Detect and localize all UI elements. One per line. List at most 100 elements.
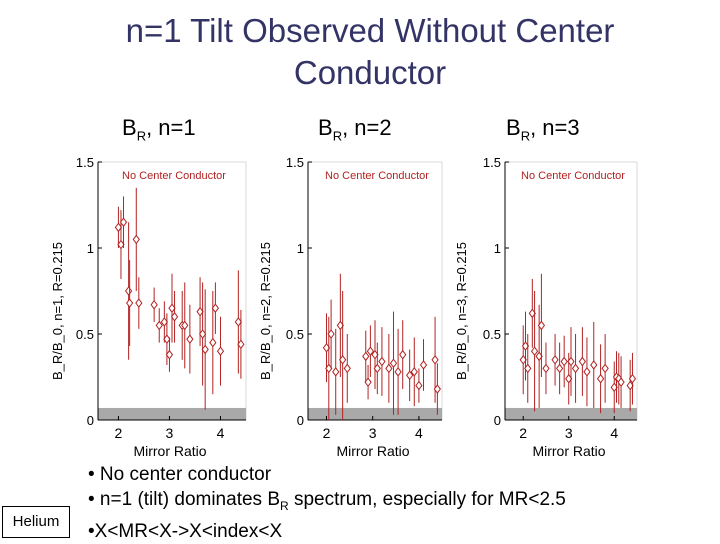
data-point-marker (530, 346, 539, 357)
data-point-marker (524, 363, 532, 374)
y-tick-label: 0.5 (76, 327, 94, 342)
y-tick-label: 1 (87, 241, 94, 256)
title-line-1: n=1 Tilt Observed Without Center (125, 12, 615, 49)
x-axis-title: Mirror Ratio (133, 443, 206, 459)
column-heading-n3: BR, n=3 (506, 115, 580, 143)
data-point-marker (168, 303, 176, 314)
data-point-marker (155, 320, 163, 331)
data-point-marker (362, 351, 370, 362)
y-tick-label: 0 (494, 413, 501, 428)
baseline-band (98, 407, 246, 420)
column-heading-symbol: B (506, 115, 521, 140)
data-point-marker (339, 354, 347, 365)
data-point-marker (327, 329, 335, 339)
bullet-subscript: R (280, 498, 289, 513)
data-point-marker (433, 384, 442, 394)
helium-badge: Helium (2, 506, 70, 538)
data-point-marker (385, 363, 393, 374)
data-point-marker (201, 344, 209, 355)
data-point-marker (163, 334, 171, 344)
x-tick-label: 4 (610, 425, 618, 441)
data-point-marker (410, 367, 418, 377)
data-point-marker (596, 373, 605, 384)
data-point-marker (198, 329, 207, 339)
data-point-marker (373, 363, 381, 374)
column-heading-subscript: R (332, 128, 343, 144)
data-point-marker (117, 239, 125, 250)
bullet-text: spectrum, especially for MR<2.5 (288, 489, 566, 510)
data-point-marker (378, 356, 386, 367)
data-point-marker (617, 377, 625, 387)
y-tick-label: 1.5 (483, 155, 501, 170)
bullet-item: •X<MR<X->X<index<X (88, 520, 283, 542)
column-heading-text: , n=1 (146, 115, 196, 140)
data-point-marker (628, 373, 637, 384)
data-point-marker (537, 320, 546, 331)
plot-panel-3: 0 0.5 1 1.5 2 3 4 Mirror Ratio B_R/B_0, n=3, R=0… (454, 155, 638, 459)
data-point-marker (601, 363, 609, 374)
data-point-marker (160, 317, 168, 327)
y-tick-label: 0 (87, 413, 94, 428)
y-tick-label: 0.5 (483, 327, 501, 342)
plot-panel-1: 0 0.5 1 1.5 2 3 4 Mirror Ratio B_R/B_0, n=1, R=0… (50, 155, 247, 459)
bullet-item: • n=1 (tilt) dominates BR spectrum, espe… (88, 487, 566, 519)
data-point-marker (209, 337, 217, 348)
page-title: n=1 Tilt Observed Without Center Conduct… (60, 10, 680, 94)
y-axis-title: B_R/B_0, n=2, R=0.215 (258, 242, 273, 380)
baseline-band (505, 407, 637, 420)
x-axis-title: Mirror Ratio (336, 443, 409, 459)
data-point-marker (583, 367, 591, 377)
data-point-marker (181, 320, 189, 331)
data-point-marker (186, 334, 194, 344)
plot-annotation: No Center Conductor (122, 170, 226, 182)
bullet-text: • n=1 (tilt) dominates B (88, 489, 280, 510)
data-point-marker (237, 339, 245, 350)
x-tick-label: 2 (519, 425, 527, 441)
title-line-2: Conductor (293, 54, 447, 91)
data-point-marker (211, 303, 220, 314)
data-point-marker (119, 217, 128, 228)
bullet-item: • No center conductor (88, 464, 272, 485)
data-point-marker (165, 349, 174, 360)
data-point-marker (366, 346, 375, 357)
data-point-marker (590, 360, 598, 370)
data-point-marker (135, 298, 143, 308)
bullet-list: • No center conductor • n=1 (tilt) domin… (88, 462, 566, 544)
data-point-marker (542, 363, 550, 374)
column-heading-subscript: R (136, 128, 147, 144)
data-point-marker (126, 298, 134, 308)
y-tick-label: 0.5 (286, 327, 304, 342)
y-tick-label: 1.5 (286, 155, 304, 170)
data-point-marker (343, 363, 351, 374)
column-heading-text: , n=3 (530, 115, 580, 140)
data-point-marker (415, 380, 423, 391)
x-tick-label: 4 (217, 425, 225, 441)
data-point-marker (132, 234, 140, 245)
data-point-marker (389, 358, 398, 369)
x-axis-title: Mirror Ratio (532, 443, 605, 459)
data-point-marker (332, 367, 340, 377)
x-tick-label: 3 (369, 425, 377, 441)
y-axis-title: B_R/B_0, n=3, R=0.215 (454, 242, 469, 380)
data-point-marker (431, 354, 439, 365)
x-tick-label: 2 (115, 425, 123, 441)
data-point-marker (364, 377, 372, 387)
y-tick-label: 0 (297, 413, 304, 428)
data-point-marker (150, 299, 158, 310)
data-point-marker (216, 346, 225, 357)
data-point-marker (555, 363, 564, 374)
data-point-marker (114, 222, 123, 233)
column-heading-symbol: B (122, 115, 137, 140)
mode-spectrum-plots: 0 0.5 1 1.5 2 3 4 Mirror Ratio B_R/B_0, n=1, R=0… (50, 155, 638, 459)
data-point-marker (567, 356, 575, 367)
y-tick-label: 1 (297, 241, 304, 256)
data-point-marker (234, 317, 242, 327)
y-tick-label: 1 (494, 241, 501, 256)
data-point-marker (406, 370, 414, 381)
data-point-marker (399, 349, 407, 360)
plot-panel-2: 0 0.5 1 1.5 2 3 4 Mirror Ratio B_R/B_0, n=2, R=0… (258, 155, 443, 459)
data-point-marker (170, 311, 179, 322)
data-point-marker (419, 360, 428, 370)
x-tick-label: 3 (565, 425, 573, 441)
baseline-band (308, 407, 442, 420)
